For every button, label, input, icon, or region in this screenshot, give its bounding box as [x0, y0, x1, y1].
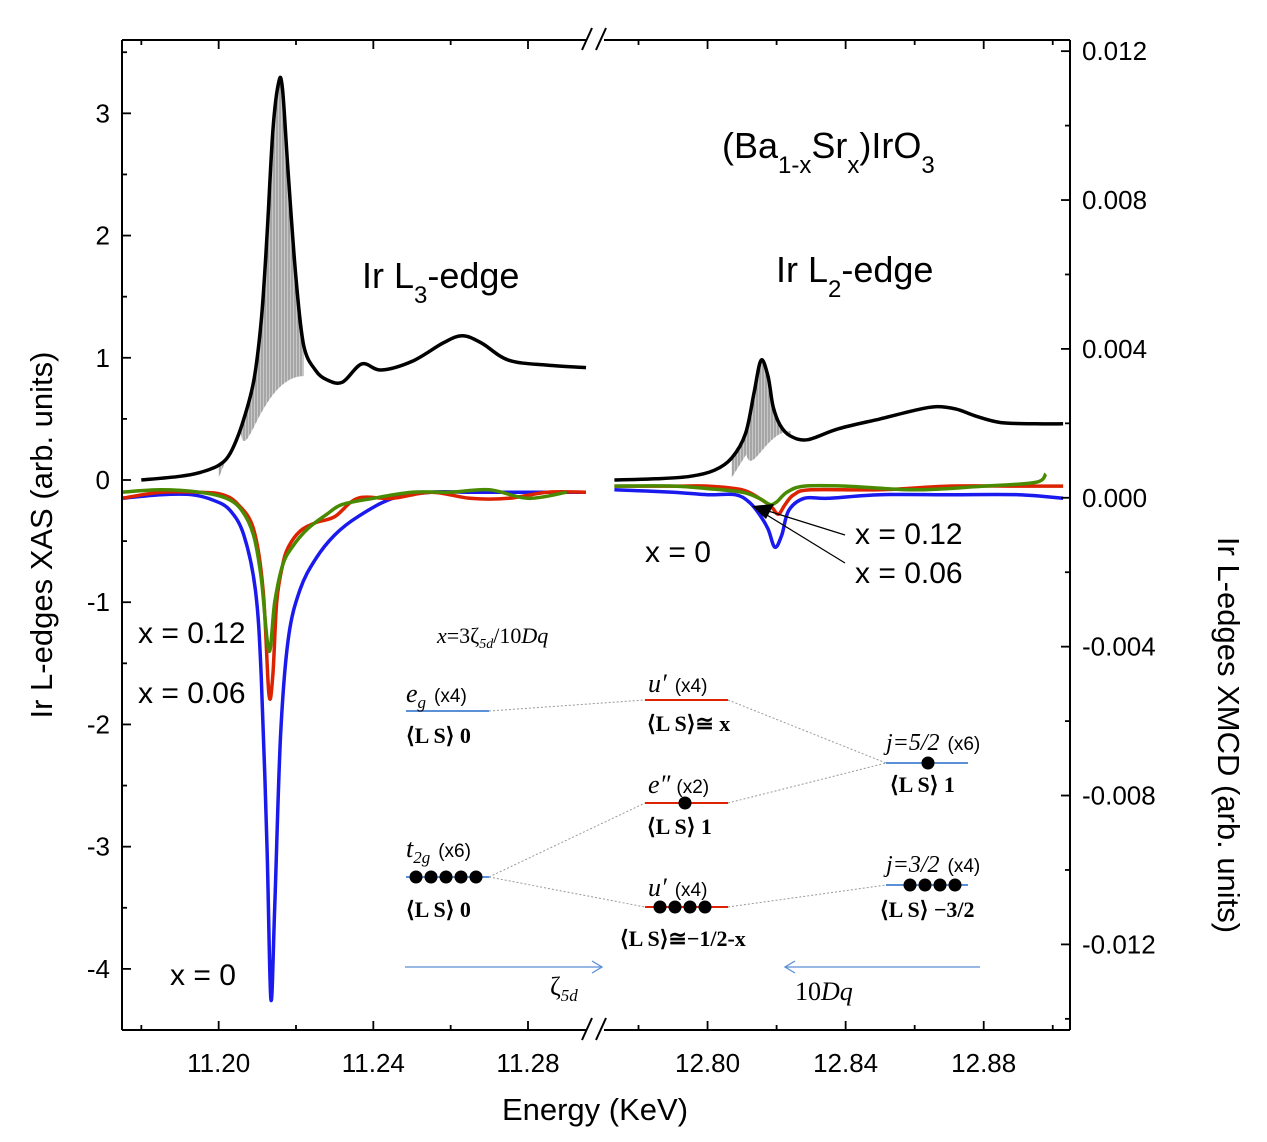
electrons-u-prime-lower	[653, 900, 712, 914]
pointer-arrowhead	[752, 504, 774, 519]
y-left-tick-label: -4	[87, 954, 110, 984]
y-left-tick-label: 3	[96, 98, 110, 128]
curve-label-x006-l2: x = 0.06	[855, 557, 963, 590]
y-right-tick-label: -0.012	[1082, 929, 1156, 959]
arrow-10dq-label: 10Dq	[795, 977, 853, 1006]
series-x-0-l2	[614, 488, 1064, 549]
plot-frame	[121, 39, 1071, 1031]
chart-title: (Ba1-xSrx)IrO3	[722, 125, 935, 179]
ls-j32: ⟨L S⟩ −3/2	[880, 897, 975, 922]
axis-break-top	[581, 27, 607, 51]
x-tick-label: 11.28	[496, 1048, 559, 1078]
y-axis-label-right: Ir L-edges XMCD (arb. units)	[1211, 537, 1246, 933]
level-label-j32: j=3/2 (x4)	[883, 852, 980, 878]
hatched-area-l2	[731, 359, 791, 478]
series-x-0-12-l2	[614, 472, 1048, 507]
y-left-tick-label: 1	[96, 343, 110, 373]
y-left-tick-label: 2	[96, 221, 110, 251]
hatched-area-l3	[218, 77, 304, 478]
electrons-t2g	[409, 870, 483, 884]
ls-u-prime-lower: ⟨L S⟩≅−1/2-x	[620, 926, 746, 951]
x-tick-label: 11.20	[187, 1048, 250, 1078]
ls-eg: ⟨L S⟩ 0	[406, 723, 471, 748]
curve-label-x006-l3: x = 0.06	[138, 677, 246, 710]
diagram-formula: x=3ζ5d/10Dq	[436, 623, 548, 652]
y-axis-label-left: Ir L-edges XAS (arb. units)	[24, 352, 59, 719]
y-left-tick-label: 0	[96, 465, 110, 495]
curve-label-x0-l2: x = 0	[645, 536, 711, 569]
y-left-tick-label: -2	[87, 709, 110, 739]
level-label-eg: eg (x4)	[406, 679, 467, 712]
arrow-zeta	[405, 960, 604, 974]
y-right-tick-label: 0.012	[1082, 36, 1147, 66]
y-left-tick-label: -1	[87, 587, 110, 617]
y-right-tick-label: 0.008	[1082, 185, 1147, 215]
x-tick-label: 12.84	[813, 1048, 878, 1078]
level-connectors	[488, 699, 887, 908]
level-label-e-double-prime: e″ (x2)	[648, 770, 709, 799]
curve-label-x012-l3: x = 0.12	[138, 617, 246, 650]
x-tick-label: 11.24	[342, 1048, 405, 1078]
series-xas-l2	[614, 358, 1064, 482]
curve-label-x0-l3: x = 0	[170, 959, 236, 992]
series-x-0-l3	[122, 490, 586, 1003]
axis-break-bottom	[581, 1017, 607, 1041]
level-label-j52: j=5/2 (x6)	[883, 730, 980, 756]
y-right-tick-label: 0.004	[1082, 334, 1147, 364]
x-tick-label: 12.80	[675, 1048, 740, 1078]
series-x-0-06-l2	[614, 484, 1064, 516]
curve-label-x012-l2: x = 0.12	[855, 518, 963, 551]
level-label-t2g: t2g (x6)	[406, 834, 471, 867]
level-label-u-prime-upper: u′ (x4)	[648, 669, 707, 698]
y-right-tick-label: -0.004	[1082, 632, 1156, 662]
level-diagram: x=3ζ5d/10Dq	[405, 623, 980, 1006]
ls-j52: ⟨L S⟩ 1	[890, 772, 955, 797]
curve-pointer-lines	[761, 509, 846, 564]
ls-e-double-prime: ⟨L S⟩ 1	[647, 814, 712, 839]
x-axis-label: Energy (KeV)	[502, 1092, 688, 1127]
y-left-tick-label: -3	[87, 832, 110, 862]
ls-u-prime-upper: ⟨L S⟩≅ x	[647, 711, 730, 736]
arrow-10dq	[783, 960, 980, 974]
electron-e-double-prime	[678, 796, 692, 810]
l2-edge-label: Ir L2-edge	[776, 249, 933, 303]
series-x-0-12-l3	[122, 487, 568, 653]
y-right-tick-label: 0.000	[1082, 483, 1147, 513]
ls-t2g: ⟨L S⟩ 0	[406, 897, 471, 922]
l3-edge-label: Ir L3-edge	[362, 255, 519, 309]
level-label-u-prime-lower: u′ (x4)	[648, 873, 707, 902]
x-tick-label: 12.88	[951, 1048, 1016, 1078]
series-x-0-06-l3	[122, 489, 587, 701]
electrons-j32	[903, 878, 962, 892]
arrow-zeta-label: ζ5d	[550, 972, 578, 1005]
y-right-tick-label: -0.008	[1082, 781, 1156, 811]
series-xas-l3	[141, 75, 587, 482]
electron-j52	[921, 756, 935, 770]
